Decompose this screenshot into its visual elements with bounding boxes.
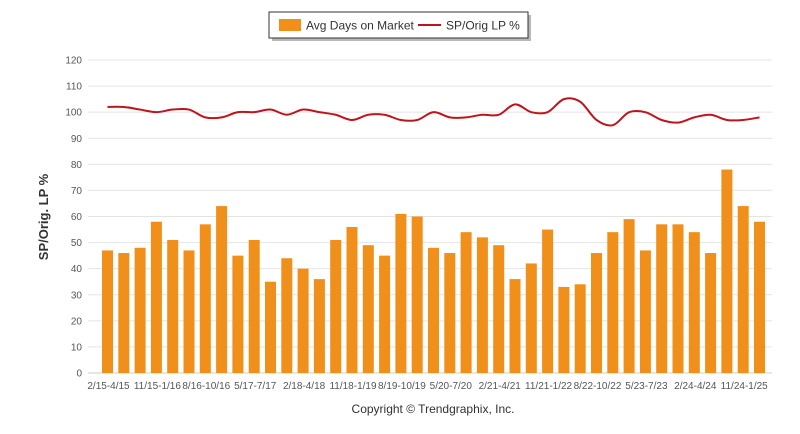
bar xyxy=(265,281,276,373)
y-tick-label: 120 xyxy=(65,56,82,67)
x-tick-label: 11/15-1/16 xyxy=(134,381,182,392)
bar xyxy=(672,224,684,373)
x-axis-ticks: 2/15-4/15 11/15-1/16 8/16-10/16 5/17-7/17 2/… xyxy=(87,381,768,392)
legend: Avg Days on Market SP/Orig LP % xyxy=(268,11,531,41)
x-tick-label: 5/17-7/17 xyxy=(234,381,277,392)
bar xyxy=(591,253,602,373)
y-tick-label: 50 xyxy=(71,238,83,249)
y-tick-label: 90 xyxy=(71,134,83,145)
y-tick-label: 40 xyxy=(71,264,83,275)
bar-series xyxy=(102,169,765,373)
bar xyxy=(118,253,130,373)
y-tick-label: 70 xyxy=(71,186,83,197)
bar xyxy=(313,279,325,373)
bar xyxy=(362,245,374,373)
x-tick-label: 8/19-10/19 xyxy=(378,381,426,392)
bar xyxy=(705,253,717,373)
bar xyxy=(346,226,358,373)
y-tick-label: 30 xyxy=(71,290,83,301)
y-tick-label: 100 xyxy=(65,108,82,119)
x-tick-label: 2/18-4/18 xyxy=(283,381,326,392)
bar xyxy=(639,250,651,373)
bar xyxy=(297,268,309,373)
legend-label-line: SP/Orig LP % xyxy=(446,19,520,33)
y-axis-label: SP/Orig. LP % xyxy=(36,173,51,260)
copyright-text: Copyright © Trendgraphix, Inc. xyxy=(352,402,515,416)
y-tick-label: 80 xyxy=(71,160,83,171)
y-tick-label: 110 xyxy=(66,82,82,93)
bar xyxy=(216,206,228,373)
legend-label-bar: Avg Days on Market xyxy=(306,19,414,33)
bar xyxy=(150,221,162,373)
x-tick-label: 5/20-7/20 xyxy=(430,381,473,392)
bar xyxy=(411,216,423,373)
x-tick-label: 5/23-7/23 xyxy=(625,381,668,392)
x-tick-label: 11/21-1/22 xyxy=(525,381,573,392)
y-axis-ticks: 0 10 20 30 40 50 60 70 80 90 100 110 120 xyxy=(65,56,82,380)
series-line xyxy=(107,97,760,127)
bar xyxy=(737,206,749,373)
x-tick-label: 8/22-10/22 xyxy=(574,381,622,392)
line-series xyxy=(107,97,760,127)
bar xyxy=(134,247,146,373)
bar xyxy=(525,263,537,373)
bar xyxy=(656,224,668,373)
bar xyxy=(183,250,195,373)
y-tick-label: 0 xyxy=(76,369,82,380)
bar xyxy=(167,239,179,373)
bar xyxy=(493,245,505,373)
bar xyxy=(509,279,521,373)
bar xyxy=(476,237,488,373)
bar xyxy=(607,232,619,373)
x-tick-label: 2/21-4/21 xyxy=(479,381,522,392)
bar xyxy=(428,247,439,373)
bar xyxy=(558,286,570,373)
bar xyxy=(395,213,407,373)
bar xyxy=(721,169,733,373)
x-tick-label: 2/15-4/15 xyxy=(87,381,130,392)
bar xyxy=(330,239,342,373)
bar xyxy=(232,255,244,373)
bar xyxy=(754,221,765,373)
bar xyxy=(444,253,456,373)
bar xyxy=(248,239,260,373)
bar xyxy=(688,232,700,373)
legend-box xyxy=(268,11,529,39)
x-tick-label: 11/24-1/25 xyxy=(721,381,769,392)
bar xyxy=(460,232,472,373)
y-tick-label: 60 xyxy=(71,212,83,223)
x-tick-label: 11/18-1/19 xyxy=(329,381,377,392)
y-tick-label: 10 xyxy=(71,342,83,353)
bar xyxy=(281,258,293,373)
x-tick-label: 2/24-4/24 xyxy=(674,381,717,392)
legend-swatch-bar xyxy=(279,19,301,31)
bar xyxy=(623,219,635,373)
bar xyxy=(199,224,211,373)
bar xyxy=(542,229,554,373)
bar xyxy=(102,250,113,373)
x-tick-label: 8/16-10/16 xyxy=(182,381,230,392)
y-tick-label: 20 xyxy=(71,316,83,327)
bar xyxy=(379,255,391,373)
bar xyxy=(574,284,586,373)
